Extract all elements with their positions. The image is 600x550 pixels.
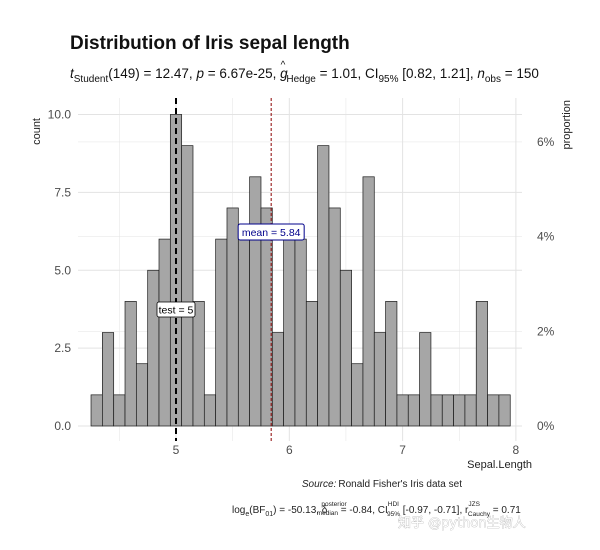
y2-tick-label: 6% [537,135,555,149]
test-label-box [156,301,196,318]
reference-lines: test = 5 mean = 5.84 [156,98,305,441]
x-axis-title: Sepal.Length [467,459,532,471]
histogram-bar [351,363,364,427]
bayes-caption: loge(BF01) = -50.13, δposterior median = … [232,501,521,518]
histogram-bar [226,207,239,427]
histogram-bar [453,394,466,427]
mean-label-box [237,223,305,241]
y-tick-label: 10.0 [48,108,72,122]
histogram-bar [192,301,205,427]
histogram-bar [203,394,217,427]
histogram-bar [487,394,500,427]
histogram-bar [317,145,330,427]
histogram-bar [90,394,103,427]
y-axis-title: count [31,118,43,145]
y2-tick-label: 2% [537,324,555,338]
x-tick-label: 5 [173,443,180,457]
x-tick-label: 7 [399,443,406,457]
histogram-bar [430,394,443,427]
histogram-bar [441,394,454,427]
histogram-bar [260,207,273,427]
histogram-bar [396,394,409,427]
histogram-bar [419,332,432,427]
histogram-bar [102,332,115,427]
histogram-bar [215,238,228,427]
watermark-text: 知乎 @python生物人 [398,515,526,531]
histogram-bar [498,394,511,427]
histogram-bar [147,269,160,427]
histogram-bar [283,238,296,427]
mean-label: mean = 5.84 [242,227,301,239]
histogram-bar [328,207,341,427]
histogram-bar [249,176,262,427]
y-tick-label: 2.5 [54,341,71,355]
histogram-bar [181,145,194,427]
histogram-bar [385,301,398,427]
y-tick-label: 5.0 [54,263,71,277]
histogram-bar [373,332,386,427]
histogram-bar [475,301,488,427]
x-tick-label: 6 [286,443,293,457]
chart-subtitle: tStudent(149) = 12.47, p = 6.67e-25, g^H… [70,60,539,85]
axis-ticks: 0.0 2.5 5.0 7.5 10.0 5 6 7 8 0% 2% 4% 6% [48,108,555,458]
y2-axis-title: proportion [561,100,573,150]
test-label: test = 5 [159,305,194,317]
histogram-bar [339,269,352,427]
histogram-bar [271,332,284,427]
y-tick-label: 7.5 [54,185,71,199]
chart-title: Distribution of Iris sepal length [70,33,350,54]
histogram-bar [407,394,420,427]
histogram-bar [237,238,250,427]
histogram-bar [158,238,171,427]
histogram-bar [305,301,318,427]
histogram-bar [124,301,137,427]
y2-tick-label: 4% [537,230,555,244]
source-caption: Source: Ronald Fisher's Iris data set [302,479,462,490]
histogram-bar [135,363,149,427]
histogram-bar [113,394,126,427]
x-tick-label: 8 [513,443,520,457]
histogram-bar [294,238,307,427]
histogram-bar [464,394,477,427]
y-tick-label: 0.0 [54,419,71,433]
y2-tick-label: 0% [537,419,555,433]
histogram-bar [362,176,375,427]
